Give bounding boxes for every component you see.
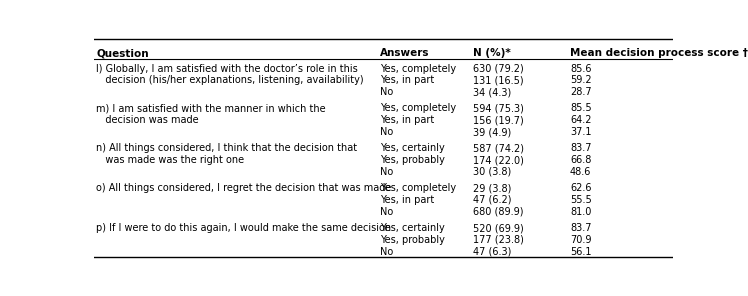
Text: 81.0: 81.0 — [570, 207, 592, 217]
Text: Yes, completely: Yes, completely — [381, 64, 456, 73]
Text: Yes, in part: Yes, in part — [381, 75, 435, 85]
Text: Yes, certainly: Yes, certainly — [381, 223, 445, 233]
Text: 66.8: 66.8 — [570, 155, 592, 165]
Text: 30 (3.8): 30 (3.8) — [473, 167, 512, 177]
Text: 131 (16.5): 131 (16.5) — [473, 75, 524, 85]
Text: Yes, completely: Yes, completely — [381, 103, 456, 113]
Text: No: No — [381, 127, 393, 137]
Text: Yes, completely: Yes, completely — [381, 183, 456, 193]
Text: 630 (79.2): 630 (79.2) — [473, 64, 524, 73]
Text: No: No — [381, 247, 393, 257]
Text: 47 (6.2): 47 (6.2) — [473, 195, 512, 205]
Text: 83.7: 83.7 — [570, 143, 592, 153]
Text: decision was made: decision was made — [96, 115, 199, 125]
Text: 587 (74.2): 587 (74.2) — [473, 143, 524, 153]
Text: 177 (23.8): 177 (23.8) — [473, 235, 524, 245]
Text: 28.7: 28.7 — [570, 87, 592, 97]
Text: 680 (89.9): 680 (89.9) — [473, 207, 524, 217]
Text: 34 (4.3): 34 (4.3) — [473, 87, 512, 97]
Text: 83.7: 83.7 — [570, 223, 592, 233]
Text: decision (his/her explanations, listening, availability): decision (his/her explanations, listenin… — [96, 75, 364, 85]
Text: o) All things considered, I regret the decision that was made: o) All things considered, I regret the d… — [96, 183, 392, 193]
Text: 64.2: 64.2 — [570, 115, 592, 125]
Text: 174 (22.0): 174 (22.0) — [473, 155, 524, 165]
Text: Yes, in part: Yes, in part — [381, 195, 435, 205]
Text: 70.9: 70.9 — [570, 235, 592, 245]
Text: was made was the right one: was made was the right one — [96, 155, 245, 165]
Text: 48.6: 48.6 — [570, 167, 592, 177]
Text: p) If I were to do this again, I would make the same decision: p) If I were to do this again, I would m… — [96, 223, 391, 233]
Text: Yes, probably: Yes, probably — [381, 155, 445, 165]
Text: 56.1: 56.1 — [570, 247, 592, 257]
Text: 47 (6.3): 47 (6.3) — [473, 247, 512, 257]
Text: No: No — [381, 167, 393, 177]
Text: 520 (69.9): 520 (69.9) — [473, 223, 524, 233]
Text: l) Globally, I am satisfied with the doctor’s role in this: l) Globally, I am satisfied with the doc… — [96, 64, 358, 73]
Text: 594 (75.3): 594 (75.3) — [473, 103, 524, 113]
Text: 62.6: 62.6 — [570, 183, 592, 193]
Text: N (%)*: N (%)* — [473, 48, 511, 58]
Text: Yes, certainly: Yes, certainly — [381, 143, 445, 153]
Text: No: No — [381, 87, 393, 97]
Text: 55.5: 55.5 — [570, 195, 592, 205]
Text: m) I am satisfied with the manner in which the: m) I am satisfied with the manner in whi… — [96, 103, 326, 113]
Text: No: No — [381, 207, 393, 217]
Text: 59.2: 59.2 — [570, 75, 592, 85]
Text: Mean decision process score †: Mean decision process score † — [570, 48, 748, 58]
Text: 85.6: 85.6 — [570, 64, 592, 73]
Text: 39 (4.9): 39 (4.9) — [473, 127, 512, 137]
Text: Yes, probably: Yes, probably — [381, 235, 445, 245]
Text: n) All things considered, I think that the decision that: n) All things considered, I think that t… — [96, 143, 358, 153]
Text: Question: Question — [96, 48, 149, 58]
Text: Yes, in part: Yes, in part — [381, 115, 435, 125]
Text: 37.1: 37.1 — [570, 127, 592, 137]
Text: 29 (3.8): 29 (3.8) — [473, 183, 512, 193]
Text: 85.5: 85.5 — [570, 103, 592, 113]
Text: 156 (19.7): 156 (19.7) — [473, 115, 524, 125]
Text: Answers: Answers — [381, 48, 430, 58]
